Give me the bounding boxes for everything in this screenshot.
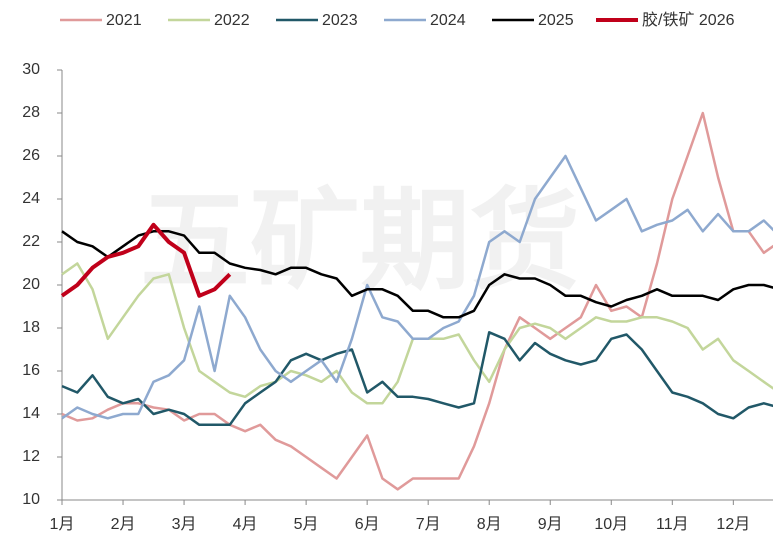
legend-label: 2025 xyxy=(538,12,574,29)
y-tick-label: 20 xyxy=(22,276,40,293)
y-tick-label: 30 xyxy=(22,61,40,78)
x-tick-label: 12月 xyxy=(716,516,750,533)
y-tick-label: 26 xyxy=(22,147,40,164)
series-line xyxy=(61,230,773,319)
x-tick-label: 5月 xyxy=(294,516,319,533)
x-tick-label: 3月 xyxy=(172,516,197,533)
x-tick-label: 4月 xyxy=(233,516,258,533)
series-line xyxy=(61,154,773,420)
y-tick-label: 28 xyxy=(22,104,40,121)
legend-label: 2022 xyxy=(214,12,250,29)
legend-label: 2024 xyxy=(430,12,466,29)
x-tick-label: 2月 xyxy=(111,516,136,533)
x-tick-label: 6月 xyxy=(355,516,380,533)
series-line xyxy=(60,222,232,298)
x-tick-label: 8月 xyxy=(477,516,502,533)
legend-label: 2021 xyxy=(106,12,142,29)
legend-label: 2023 xyxy=(322,12,358,29)
y-tick-label: 22 xyxy=(22,233,40,250)
y-tick-label: 12 xyxy=(22,448,40,465)
watermark: 五矿期货 xyxy=(140,180,580,303)
y-tick-label: 10 xyxy=(22,491,40,508)
y-tick-label: 24 xyxy=(22,190,40,207)
x-tick-label: 10月 xyxy=(594,516,628,533)
y-tick-label: 14 xyxy=(22,405,40,422)
x-tick-label: 11月 xyxy=(656,516,689,533)
y-tick-label: 16 xyxy=(22,362,40,379)
series-line xyxy=(61,331,773,427)
y-tick-label: 18 xyxy=(22,319,40,336)
x-tick-label: 9月 xyxy=(538,516,563,533)
x-tick-label: 7月 xyxy=(416,516,441,533)
x-tick-label: 1月 xyxy=(50,516,75,533)
legend-label: 胶/铁矿 2026 xyxy=(642,11,735,29)
series-line xyxy=(61,111,773,491)
